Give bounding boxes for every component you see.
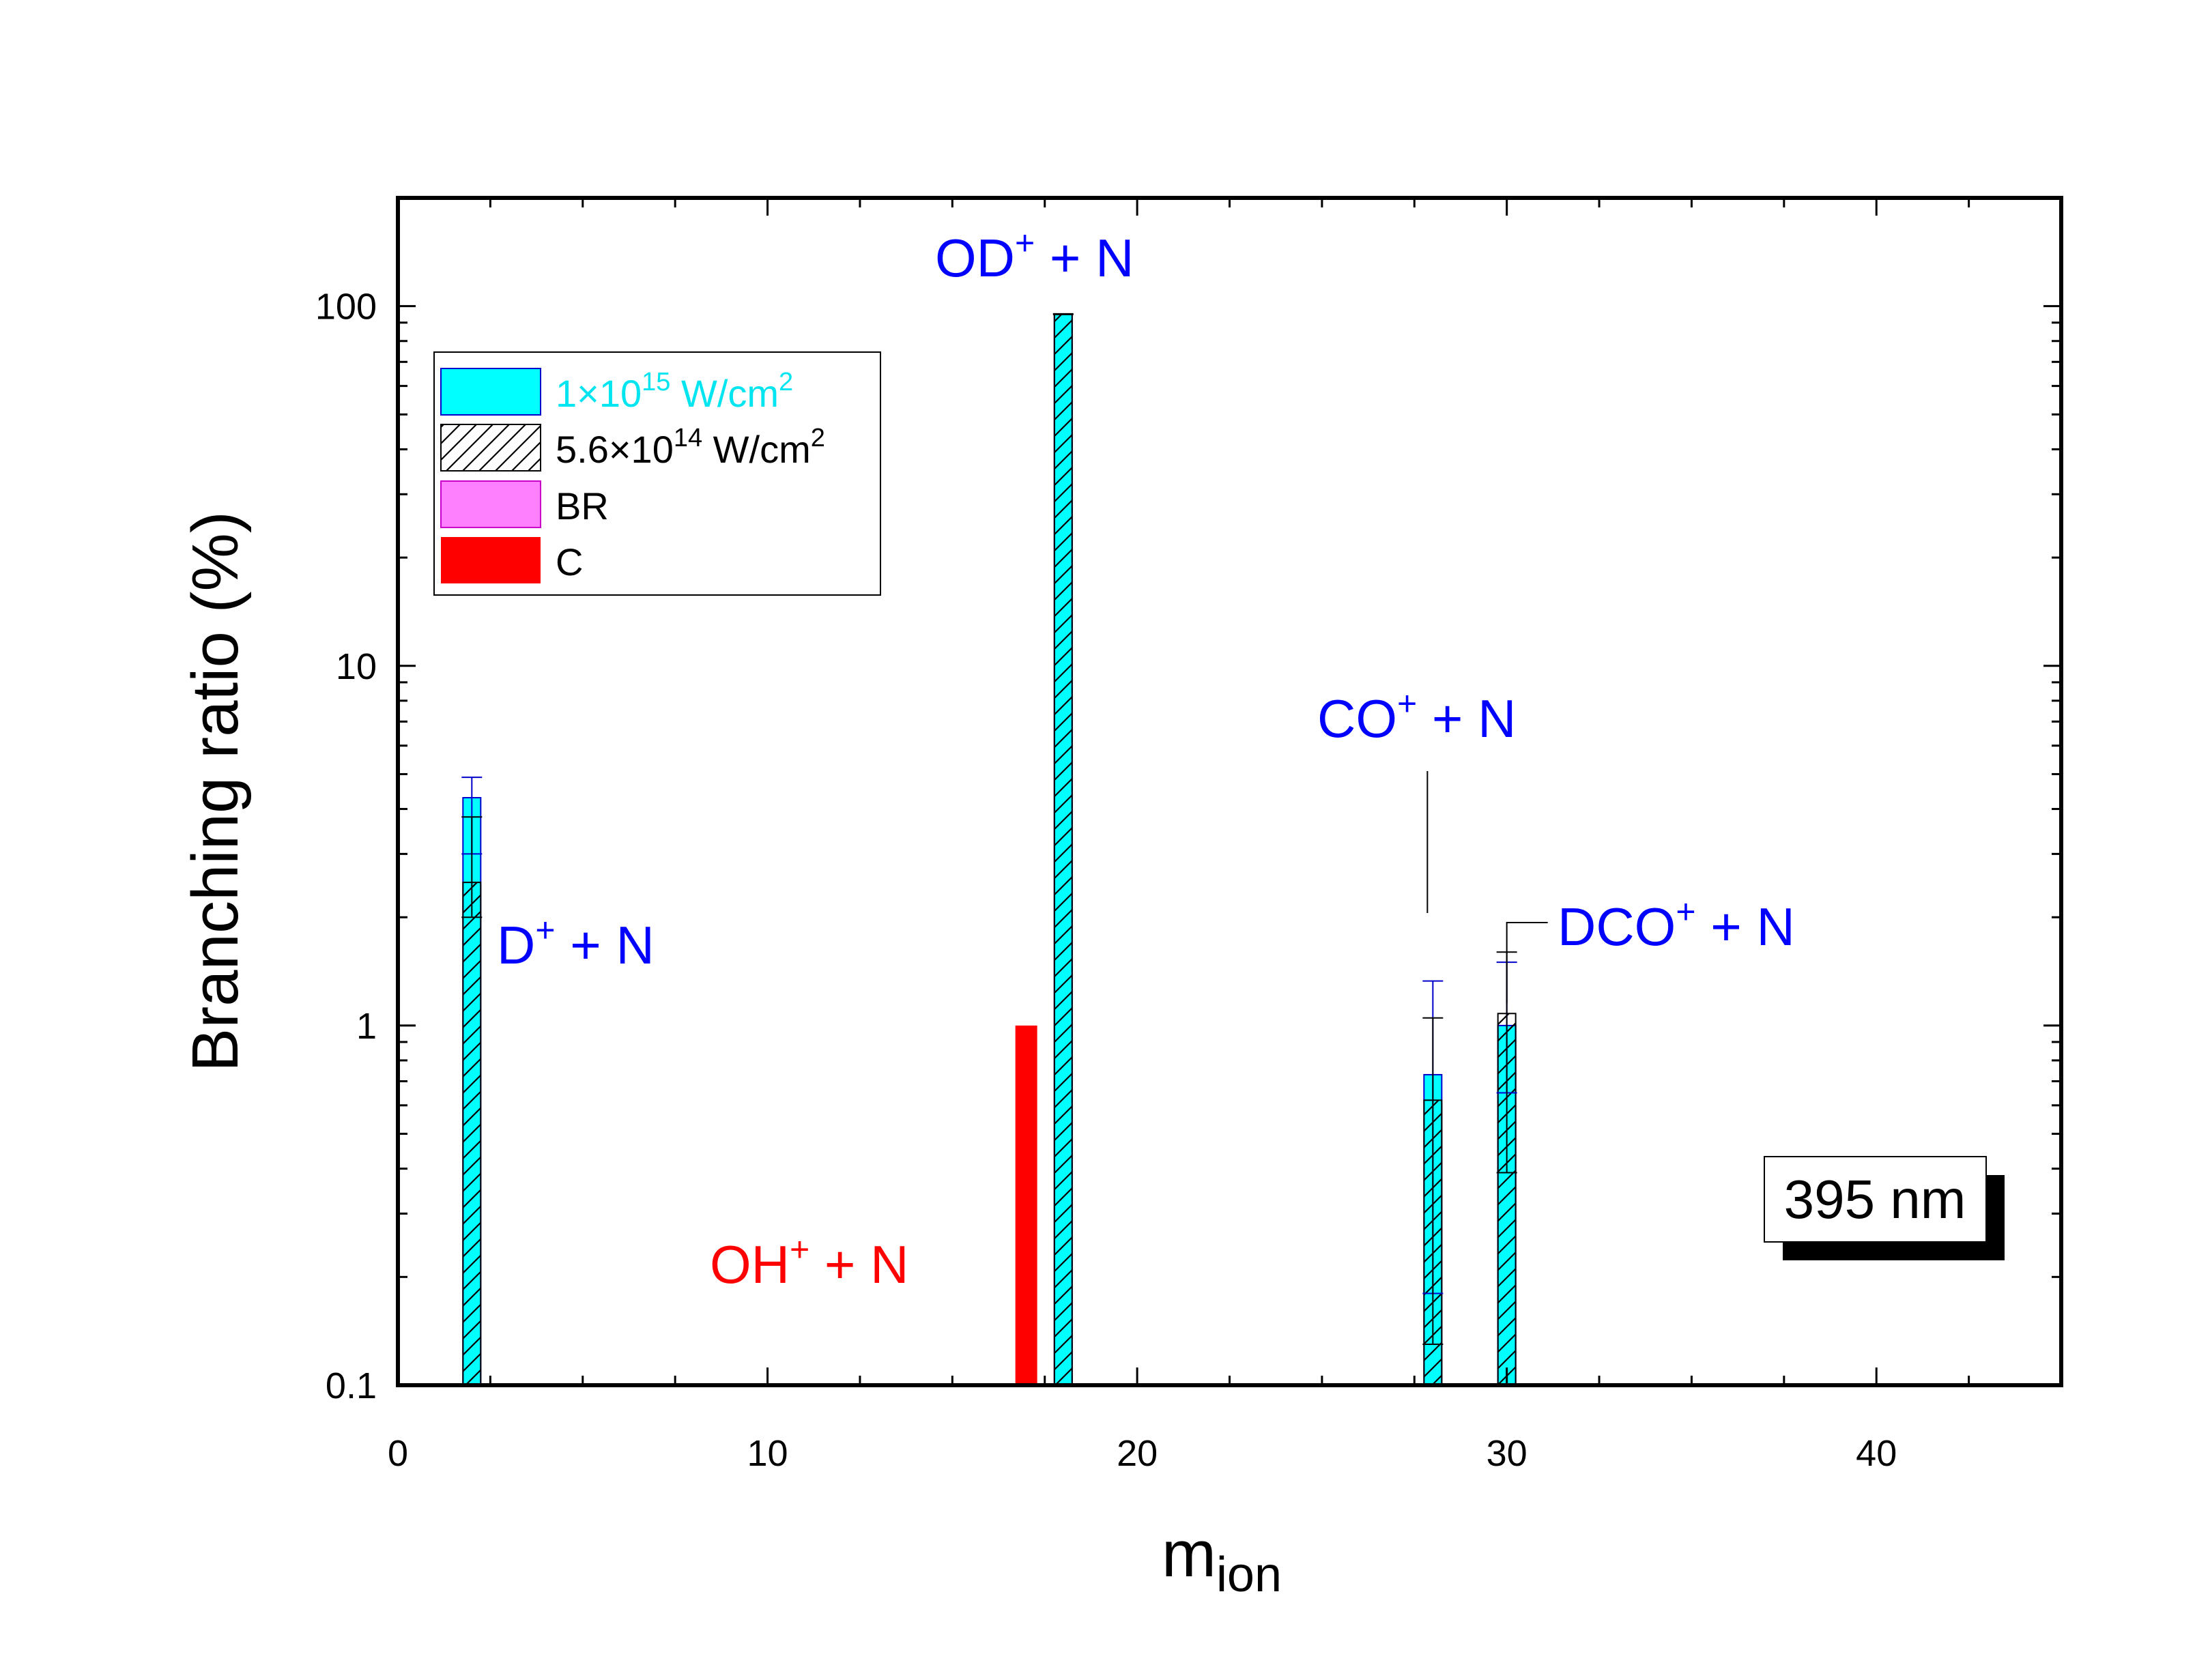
legend-label-low: 5.6×1014 W/cm2 <box>556 424 825 471</box>
annotation-oh-rest: + N <box>809 1234 908 1294</box>
x-tick-label-30: 30 <box>1487 1433 1527 1474</box>
legend-label-low-unit: W/cm <box>702 428 811 471</box>
y-tick-label-100: 100 <box>315 287 377 328</box>
y-tick-label-10: 10 <box>336 646 377 687</box>
legend-label-low-main: 5.6×10 <box>556 428 674 471</box>
x-tick-label-10: 10 <box>747 1433 788 1474</box>
annotation-oh-base: OH <box>710 1234 790 1294</box>
annotation-co: CO+ + N <box>1317 684 1516 749</box>
legend-label-high-main: 1×10 <box>556 372 642 415</box>
legend-swatch-br <box>440 480 541 528</box>
x-axis-title: mion <box>1162 1518 1282 1602</box>
annotation-od-superscript: + <box>1015 224 1035 262</box>
annotation-oh-superscript: + <box>790 1230 809 1269</box>
error-bars-layer <box>461 313 1517 1345</box>
x-tick-label-0: 0 <box>388 1433 408 1474</box>
y-tick-label-0.1: 0.1 <box>326 1365 377 1406</box>
y-axis-title: Branching ratio (%) <box>179 511 252 1072</box>
annotation-co-rest: + N <box>1417 689 1516 749</box>
legend-label-br: BR <box>556 484 609 527</box>
annotation-dco-rest: + N <box>1696 897 1795 957</box>
annotation-dco-superscript: + <box>1676 893 1695 931</box>
bar-low-intensity-2 <box>462 882 482 1387</box>
legend-label-low-unit-exponent: 2 <box>811 424 825 452</box>
ticks-layer <box>397 197 2063 1387</box>
legend-swatch-high <box>440 368 541 416</box>
legend-label-c: C <box>556 540 583 583</box>
annotation-co-superscript: + <box>1397 684 1417 723</box>
legend-label-low-exponent: 14 <box>674 424 702 452</box>
legend-label-c-main: C <box>556 540 583 583</box>
badge-box <box>1764 1156 1987 1243</box>
annotation-dco: DCO+ + N <box>1558 893 1795 957</box>
annotation-d-superscript: + <box>535 911 555 949</box>
x-tick-label-40: 40 <box>1856 1433 1897 1474</box>
x-tick-label-20: 20 <box>1117 1433 1158 1474</box>
badge-text: 395 nm <box>1784 1169 1966 1230</box>
wavelength-badge: 395 nm <box>1764 1156 2005 1260</box>
legend-label-high-exponent: 15 <box>642 368 670 396</box>
x-axis-title-subscript: ion <box>1216 1548 1282 1602</box>
annotation-co-base: CO <box>1317 689 1397 749</box>
legend-label-high-unit: W/cm <box>670 372 779 415</box>
leader-lines-layer <box>1426 771 1548 1003</box>
annotation-d: D+ + N <box>497 911 655 975</box>
bar-c-17 <box>1015 1025 1037 1385</box>
leader-line-dco <box>1506 922 1548 1003</box>
annotation-d-base: D <box>497 915 535 975</box>
bar-low-intensity-18 <box>1053 313 1073 1386</box>
annotation-oh: OH+ + N <box>710 1230 908 1294</box>
legend-label-high: 1×1015 W/cm2 <box>556 368 793 415</box>
annotation-od: OD+ + N <box>935 224 1134 288</box>
legend-swatch-low <box>440 424 541 472</box>
tick-labels-layer: 0 10 20 30 40 0.1 1 10 100 <box>315 287 1897 1474</box>
legend-swatch-c <box>441 537 541 583</box>
annotation-od-base: OD <box>935 228 1015 288</box>
annotation-d-rest: + N <box>556 915 655 975</box>
annotation-dco-base: DCO <box>1558 897 1676 957</box>
legend-label-br-main: BR <box>556 484 609 527</box>
legend-label-high-unit-exponent: 2 <box>779 368 793 396</box>
x-axis-title-main: m <box>1162 1518 1216 1591</box>
annotation-od-rest: + N <box>1035 228 1134 288</box>
y-tick-label-1: 1 <box>356 1006 377 1047</box>
